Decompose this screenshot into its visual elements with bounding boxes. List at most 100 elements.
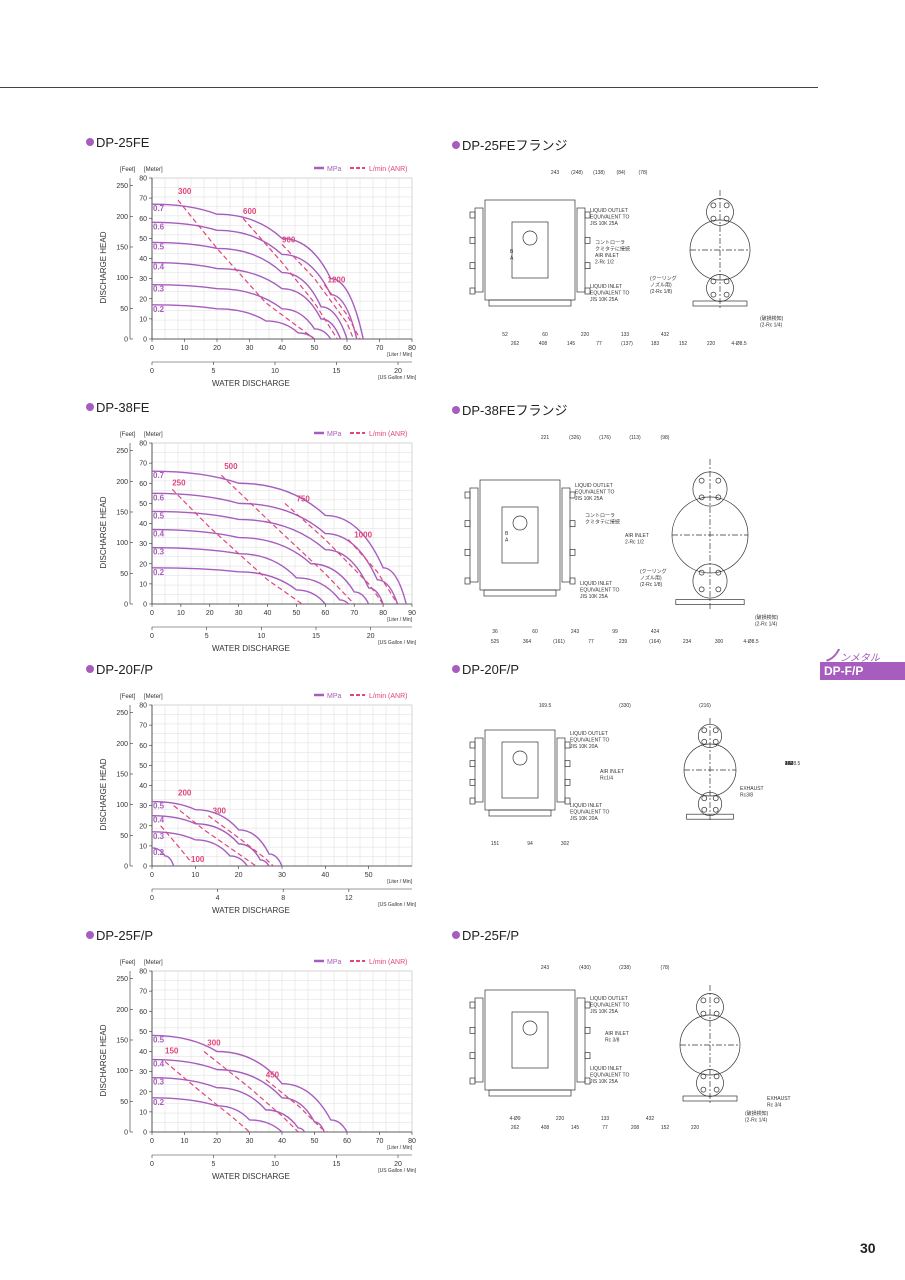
bolt-icon: [710, 215, 717, 222]
meter-tick-label: 70: [139, 989, 147, 996]
air-valve-icon: [522, 230, 538, 246]
liter-unit: [Liter / Min]: [387, 352, 412, 358]
gallon-unit: [US Gallon / Min]: [378, 375, 416, 381]
dimension-label: 169.5: [539, 703, 552, 709]
pressure-label: 0.5: [153, 1035, 165, 1044]
drawing-note: JIS 10K 20A: [570, 744, 598, 750]
dimension-label: 239: [619, 639, 628, 645]
drawing-note: JIS 10K 25A: [580, 594, 608, 600]
feet-tick-label: 200: [116, 214, 128, 221]
liter-unit: [Liter / Min]: [387, 1145, 412, 1151]
air-curve-1200: [323, 284, 361, 340]
chart-title-dp20fp: DP-20F/P: [86, 662, 153, 677]
liter-tick-label: 0: [150, 872, 154, 879]
liter-tick-label: 30: [235, 610, 243, 617]
pump-side-view: [683, 718, 737, 822]
y-axis-label: DISCHARGE HEAD: [99, 496, 108, 568]
feet-tick-label: 150: [116, 1037, 128, 1044]
air-valve-icon: [512, 515, 528, 531]
dimension-label: 220: [556, 1116, 565, 1122]
dimension-label: (216): [699, 703, 711, 709]
pressure-curve-0.5: [151, 800, 283, 867]
air-flow-label: 100: [191, 855, 205, 864]
pressure-curve-0.2: [151, 847, 175, 867]
pressure-curve-0.7: [151, 470, 407, 605]
air-flow-label: 750: [296, 494, 310, 503]
drawing-note: EQUIVALENT TO: [570, 810, 609, 816]
air-curve-100: [160, 825, 192, 863]
pump-side-view: [689, 190, 751, 310]
pump-body: [484, 199, 576, 301]
pressure-label: 0.3: [153, 285, 165, 294]
pressure-label: 0.3: [153, 832, 165, 841]
meter-tick-label: 20: [139, 823, 147, 830]
bolt-icon: [464, 548, 471, 556]
legend-lmin-label: L/min (ANR): [369, 431, 408, 438]
air-flow-label: 500: [224, 462, 238, 471]
bolt-icon: [569, 548, 576, 556]
bolt-icon: [584, 1001, 591, 1009]
chart-title-dp38fe: DP-38FE: [86, 400, 149, 415]
gallon-tick-label: 20: [367, 633, 375, 640]
bolt-icon: [469, 262, 476, 270]
dimension-label: 152: [679, 341, 688, 347]
legend-lmin-label: L/min (ANR): [369, 166, 408, 173]
drawing-title-dp20fp: DP-20F/P: [452, 662, 519, 677]
liter-tick-label: 50: [293, 610, 301, 617]
liter-tick-label: 10: [177, 610, 185, 617]
gallon-tick-label: 20: [394, 368, 402, 375]
bolt-icon: [469, 287, 476, 295]
bolt-icon: [723, 215, 730, 222]
center-block: [511, 1011, 549, 1069]
bullet-icon: [452, 665, 460, 673]
pump-body: [479, 479, 561, 591]
base-plate: [488, 299, 572, 307]
pump-front-view: [464, 479, 576, 597]
dimension-label: 432: [646, 1116, 655, 1122]
bolt-icon: [710, 202, 717, 209]
liter-tick-label: 70: [376, 345, 384, 352]
drawing-note: JIS 10K 25A: [575, 496, 603, 502]
meter-tick-label: 80: [139, 441, 147, 448]
meter-tick-label: 0: [143, 1130, 147, 1137]
drawing-note: EQUIVALENT TO: [590, 1003, 629, 1009]
air-flow-label: 1200: [328, 276, 346, 285]
gallon-tick-label: 4: [216, 895, 220, 902]
bolt-icon: [715, 569, 722, 576]
meter-tick-label: 0: [143, 602, 147, 609]
drawing-note: EXHAUST: [767, 1096, 791, 1102]
dimension-label: (176): [599, 435, 611, 441]
drawing-note: A: [510, 256, 514, 262]
pressure-curve-0.2: [151, 567, 326, 605]
dimension-label: 133: [621, 332, 630, 338]
dimension-label: 221: [541, 435, 550, 441]
air-curve-300: [207, 815, 274, 867]
meter-tick-label: 40: [139, 783, 147, 790]
feet-tick-label: 250: [116, 183, 128, 190]
left-chamber: [469, 487, 479, 583]
gallon-tick-label: 0: [150, 368, 154, 375]
pressure-curve-0.5: [151, 241, 348, 340]
left-chamber: [474, 207, 484, 293]
right-chamber: [576, 997, 586, 1083]
pump-front-view: [469, 729, 571, 817]
feet-tick-label: 100: [116, 275, 128, 282]
bolt-icon: [569, 520, 576, 528]
dimension-label: (430): [579, 965, 591, 971]
page-number: 30: [860, 1240, 876, 1256]
dimension-label: (161): [553, 639, 565, 645]
bolt-icon: [469, 1026, 476, 1034]
dimension-label: (113): [629, 435, 641, 441]
meter-tick-label: 50: [139, 501, 147, 508]
feet-tick-label: 50: [120, 833, 128, 840]
pressure-label: 0.7: [153, 204, 165, 213]
liter-tick-label: 10: [181, 345, 189, 352]
bolt-icon: [464, 491, 471, 499]
dimension-label: 77: [588, 639, 594, 645]
bolt-icon: [469, 741, 476, 749]
drawing-note: AIR INLET: [595, 253, 619, 259]
y-axis-label: DISCHARGE HEAD: [99, 758, 108, 830]
feet-tick-label: 250: [116, 710, 128, 717]
bolt-icon: [469, 236, 476, 244]
pressure-curve-0.2: [151, 304, 315, 340]
